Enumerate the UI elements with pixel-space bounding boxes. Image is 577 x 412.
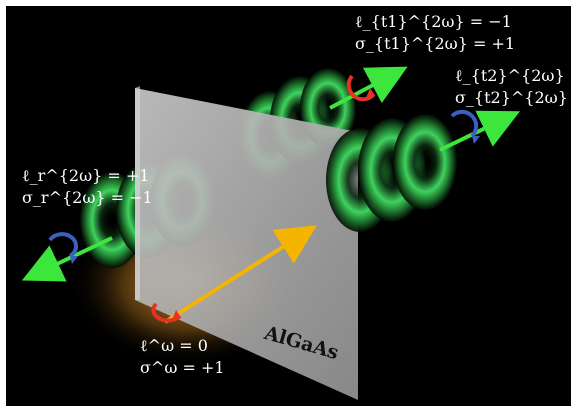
transmitted2-labels: ℓ_{t2}^{2ω} = +1 σ_{t2}^{2ω} = −1 xyxy=(455,68,577,112)
pump-arrow xyxy=(163,225,317,324)
reflected-l-label: ℓ_r^{2ω} = +1 xyxy=(22,166,150,185)
transmitted2-sigma-label: σ_{t2}^{2ω} = −1 xyxy=(455,88,577,107)
transmitted2-l-label: ℓ_{t2}^{2ω} = +1 xyxy=(455,66,577,85)
pump-labels: ℓ^ω = 0 σ^ω = +1 xyxy=(140,338,225,382)
reflected-sigma-label: σ_r^{2ω} = −1 xyxy=(22,188,153,207)
reflected-labels: ℓ_r^{2ω} = +1 σ_r^{2ω} = −1 xyxy=(22,168,153,212)
transmitted1-arrow xyxy=(329,66,408,110)
transmitted1-labels: ℓ_{t1}^{2ω} = −1 σ_{t1}^{2ω} = +1 xyxy=(355,14,515,58)
transmitted2-arrow xyxy=(439,110,521,152)
transmitted1-sigma-label: σ_{t1}^{2ω} = +1 xyxy=(355,34,516,53)
transmitted1-l-label: ℓ_{t1}^{2ω} = −1 xyxy=(355,12,512,31)
counterclockwise-arrow-icon xyxy=(151,302,182,323)
clockwise-arrow-icon xyxy=(450,109,480,144)
counterclockwise-arrow-icon xyxy=(346,74,376,102)
reflected-arrow xyxy=(21,236,113,282)
algaas-plate-edge xyxy=(135,86,140,300)
algaas-plate xyxy=(135,88,358,400)
transmitted2-vortex-beam xyxy=(326,114,457,232)
pump-l-label: ℓ^ω = 0 xyxy=(140,336,208,355)
clockwise-arrow-icon xyxy=(48,232,78,264)
pump-sigma-label: σ^ω = +1 xyxy=(140,358,225,377)
